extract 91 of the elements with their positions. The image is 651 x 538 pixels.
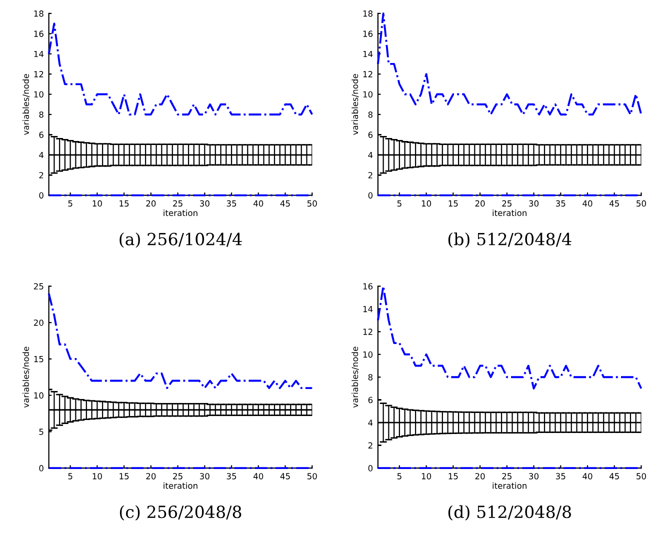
x-tick-label: 15 <box>448 473 458 480</box>
line-series <box>48 292 314 390</box>
y-tick-label: 10 <box>363 351 373 358</box>
x-tick-label: 5 <box>397 473 402 480</box>
y-tick-label: 18 <box>34 10 44 17</box>
y-axis-title: variables/node <box>22 346 30 408</box>
x-tick-label: 30 <box>529 473 539 480</box>
y-tick-label: 0 <box>368 192 373 199</box>
x-tick-label: 25 <box>173 200 182 207</box>
x-tick-label: 50 <box>636 200 646 207</box>
y-tick-label: 12 <box>363 71 372 78</box>
x-tick-label: 40 <box>253 200 264 207</box>
y-tick-label: 20 <box>34 320 44 326</box>
x-tick-label: 30 <box>200 200 210 207</box>
text: (c) 256/2048/8 <box>120 505 242 521</box>
x-tick-label: 25 <box>173 473 182 480</box>
x-tick-label: 15 <box>448 200 458 207</box>
y-tick-label: 0 <box>39 192 44 199</box>
x-tick-label: 20 <box>146 200 156 207</box>
y-tick-label: 10 <box>363 91 373 98</box>
y-tick-label: 4 <box>368 152 373 158</box>
x-tick-label: 45 <box>609 473 619 480</box>
x-tick-label: 35 <box>226 200 236 207</box>
y-tick-label: 8 <box>39 111 44 118</box>
y-tick-label: 2 <box>368 442 372 448</box>
x-tick-label: 5 <box>397 200 402 207</box>
y-tick-label: 14 <box>34 50 44 58</box>
text: (d) 512/2048/8 <box>448 505 571 521</box>
x-tick-label: 50 <box>636 473 646 480</box>
x-tick-label: 25 <box>502 473 512 480</box>
x-tick-label: 45 <box>280 200 290 207</box>
y-tick-label: 25 <box>34 283 44 290</box>
x-tick-label: 10 <box>422 473 432 480</box>
y-axis-title: variables/node <box>352 74 359 135</box>
x-tick-label: 35 <box>556 200 566 207</box>
x-tick-label: 45 <box>280 473 290 480</box>
x-tick-label: 20 <box>475 200 485 207</box>
line-series <box>376 285 642 390</box>
y-tick-label: 16 <box>363 283 373 290</box>
y-tick-label: 16 <box>34 30 44 37</box>
y-axis-title: variables/node <box>352 346 359 408</box>
x-tick-label: 10 <box>422 200 432 207</box>
line-series <box>48 22 314 116</box>
y-tick-label: 18 <box>363 10 373 17</box>
y-tick-label: 10 <box>34 91 44 98</box>
y-tick-label: 8 <box>368 111 373 118</box>
y-tick-label: 2 <box>39 172 44 178</box>
y-tick-label: 5 <box>39 428 44 435</box>
x-tick-label: 15 <box>120 473 129 480</box>
y-tick-label: 0 <box>39 465 44 472</box>
x-tick-label: 35 <box>226 473 236 480</box>
y-tick-label: 6 <box>39 132 44 138</box>
y-tick-label: 4 <box>368 420 373 426</box>
x-tick-label: 35 <box>556 473 566 480</box>
y-tick-label: 6 <box>368 396 373 404</box>
y-tick-label: 10 <box>34 392 44 399</box>
x-tick-label: 50 <box>307 200 317 207</box>
y-tick-label: 0 <box>368 465 373 472</box>
text: (b) 512/2048/4 <box>448 232 572 248</box>
x-tick-label: 15 <box>120 200 129 207</box>
x-tick-label: 40 <box>253 473 264 480</box>
y-tick-label: 16 <box>363 30 373 37</box>
y-tick-label: 8 <box>368 374 373 380</box>
y-tick-label: 14 <box>363 306 373 312</box>
x-tick-label: 40 <box>582 473 592 480</box>
y-tick-label: 12 <box>363 328 372 335</box>
x-tick-label: 50 <box>307 473 317 480</box>
y-tick-label: 4 <box>39 152 44 158</box>
x-axis-title: iteration <box>164 210 198 216</box>
x-tick-label: 5 <box>68 200 72 207</box>
x-axis-title: iteration <box>492 482 526 489</box>
x-axis-title: iteration <box>164 482 198 489</box>
text: (a) 256/1024/4 <box>120 232 242 248</box>
y-tick-label: 2 <box>368 172 372 178</box>
x-tick-label: 40 <box>582 200 592 207</box>
x-tick-label: 5 <box>68 473 72 480</box>
x-axis-title: iteration <box>492 210 526 216</box>
x-tick-label: 20 <box>475 473 485 480</box>
line-series <box>376 12 642 116</box>
y-tick-label: 12 <box>34 71 44 78</box>
x-tick-label: 25 <box>502 200 512 207</box>
x-tick-label: 30 <box>529 200 539 207</box>
y-tick-label: 6 <box>368 132 373 138</box>
y-tick-label: 15 <box>34 356 44 362</box>
x-tick-label: 45 <box>609 200 619 207</box>
x-tick-label: 30 <box>200 473 210 480</box>
y-tick-label: 14 <box>363 50 373 58</box>
x-tick-label: 10 <box>92 473 102 480</box>
x-tick-label: 20 <box>146 473 156 480</box>
x-tick-label: 10 <box>92 200 102 207</box>
y-axis-title: variables/node <box>22 74 30 135</box>
